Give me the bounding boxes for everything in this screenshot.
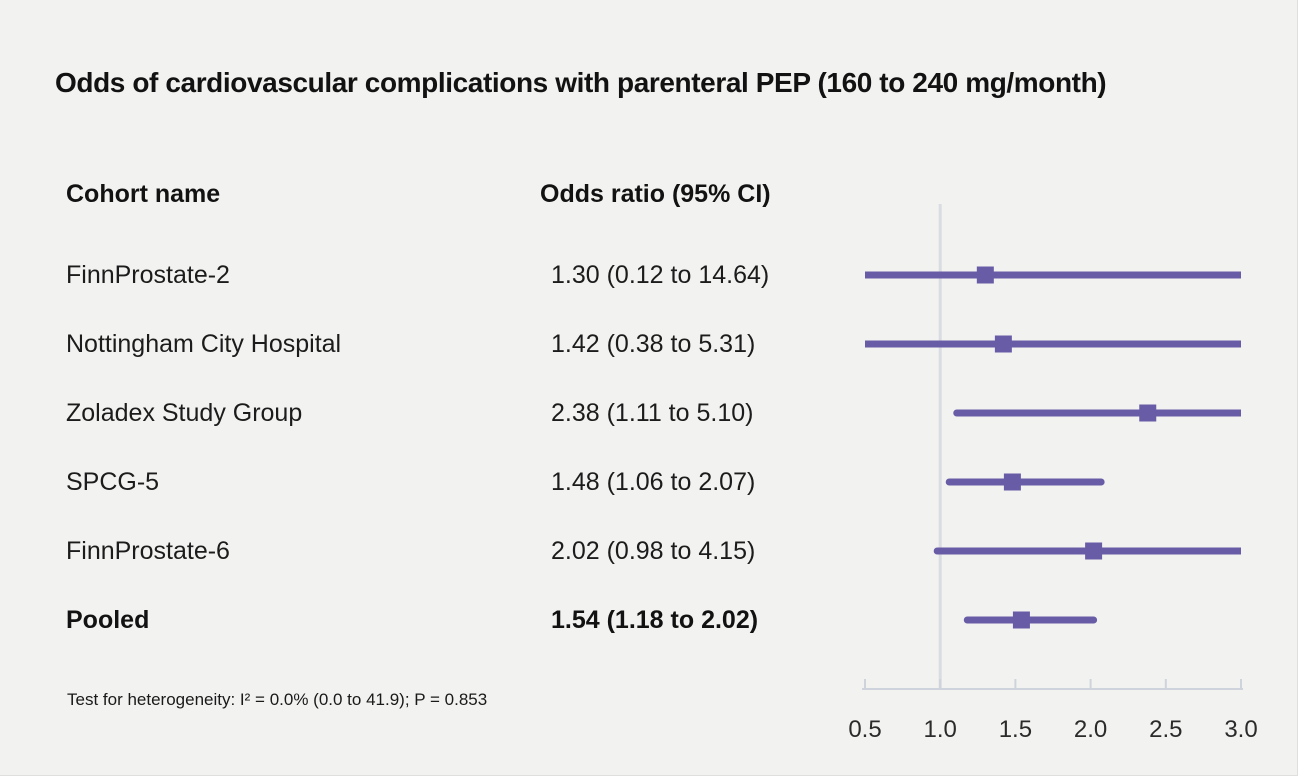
ci-cap-left bbox=[945, 478, 953, 486]
or-marker bbox=[994, 335, 1012, 353]
ci-cap-left bbox=[933, 547, 941, 555]
cohort-name: FinnProstate-2 bbox=[66, 261, 230, 289]
or-marker bbox=[1139, 404, 1157, 422]
odds-ratio-value: 2.38 (1.11 to 5.10) bbox=[551, 399, 754, 427]
x-tick-label: 2.0 bbox=[1074, 716, 1107, 743]
heterogeneity-footnote: Test for heterogeneity: I² = 0.0% (0.0 t… bbox=[67, 690, 488, 709]
chart-title: Odds of cardiovascular complications wit… bbox=[55, 67, 1107, 98]
ci-cap-left bbox=[953, 409, 961, 417]
x-tick-label: 3.0 bbox=[1224, 716, 1257, 743]
x-axis bbox=[862, 679, 1243, 690]
ci-cap-left bbox=[963, 616, 971, 624]
ci-cap-right bbox=[1090, 616, 1098, 624]
column-header-odds-ratio: Odds ratio (95% CI) bbox=[540, 180, 771, 208]
cohort-name: FinnProstate-6 bbox=[66, 537, 230, 565]
cohort-name: Pooled bbox=[66, 606, 150, 634]
column-header-cohort-name: Cohort name bbox=[66, 180, 221, 208]
x-tick-label: 2.5 bbox=[1149, 716, 1182, 743]
cohort-name: Nottingham City Hospital bbox=[66, 330, 342, 358]
odds-ratio-value: 1.54 (1.18 to 2.02) bbox=[551, 606, 759, 634]
x-tick-label: 1.5 bbox=[999, 716, 1032, 743]
cohort-name: Zoladex Study Group bbox=[66, 399, 303, 427]
odds-ratio-value: 2.02 (0.98 to 4.15) bbox=[551, 537, 756, 565]
or-marker bbox=[1085, 542, 1103, 560]
or-marker bbox=[1012, 611, 1030, 629]
or-marker bbox=[1003, 473, 1021, 491]
odds-ratio-value: 1.30 (0.12 to 14.64) bbox=[551, 261, 770, 289]
odds-ratio-value: 1.42 (0.38 to 5.31) bbox=[551, 330, 756, 358]
x-tick-label: 1.0 bbox=[924, 716, 957, 743]
or-marker bbox=[976, 266, 994, 284]
ci-cap-right bbox=[1097, 478, 1105, 486]
cohort-name: SPCG-5 bbox=[66, 468, 160, 496]
odds-ratio-value: 1.48 (1.06 to 2.07) bbox=[551, 468, 756, 496]
x-tick-label: 0.5 bbox=[848, 716, 881, 743]
